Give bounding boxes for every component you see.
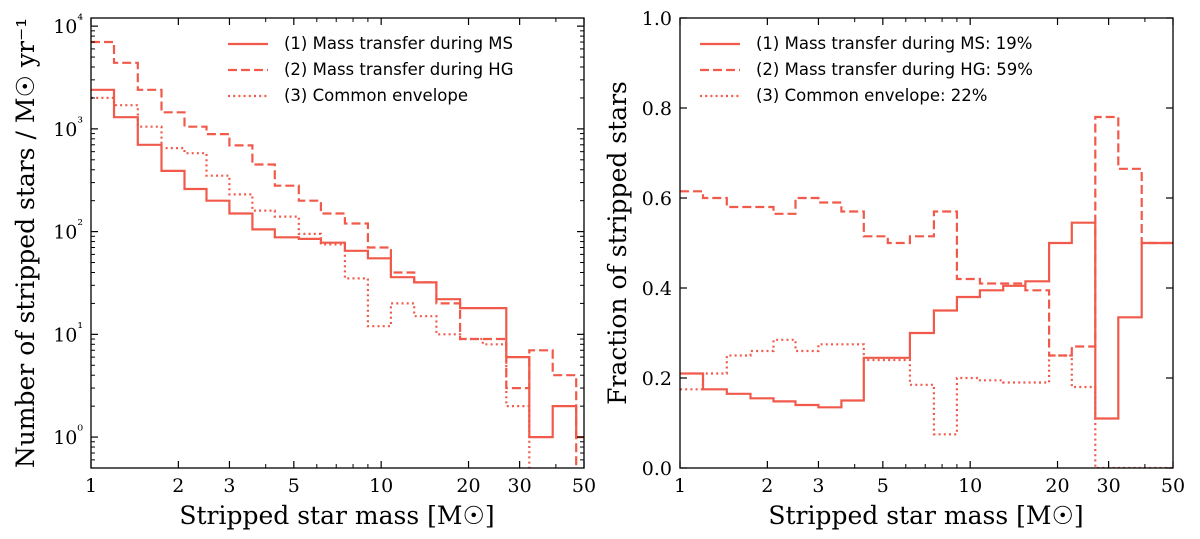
right-xtick-label: 10 (958, 475, 982, 497)
right-ytick-label: 0.0 (642, 458, 672, 480)
left-xtick-label: 30 (508, 475, 532, 497)
left-series-3-dotted (91, 96, 531, 468)
left-ytick-label: 10³ (53, 115, 83, 141)
left-ytick-label: 10⁴ (53, 12, 83, 38)
left-xtick-label: 1 (85, 475, 97, 497)
left-xtick-label: 10 (369, 475, 393, 497)
right-ytick-label: 0.2 (642, 368, 672, 390)
left-chart-legend: (1) Mass transfer during MS (2) Mass tran… (228, 34, 513, 105)
right-series-2-dashed (680, 115, 1173, 357)
left-series-2-dashed (91, 40, 578, 468)
right-series-1-solid (680, 221, 1173, 420)
left-chart-panel: 1 2 3 5 10 20 30 50 10⁰ 10¹ 10² 10³ 10⁴ (1) Mass tra… (11, 12, 596, 530)
right-xtick-label: 1 (674, 475, 686, 497)
right-ytick-label: 1.0 (642, 8, 672, 30)
right-chart-legend: (1) Mass transfer during MS: 19% (2) Mass… (700, 34, 1033, 105)
right-legend-label-1: (1) Mass transfer during MS: 19% (756, 34, 1032, 53)
right-legend-label-2: (2) Mass transfer during HG: 59% (756, 60, 1033, 79)
left-xtick-label: 2 (172, 475, 184, 497)
right-chart-frame (679, 17, 1174, 469)
left-xtick-label: 3 (223, 475, 235, 497)
right-series-3-dotted (680, 338, 1173, 468)
left-ytick-label: 10⁰ (53, 423, 83, 449)
right-chart-ylabel: Fraction of stripped stars (603, 81, 632, 405)
right-chart-series (680, 115, 1173, 468)
right-chart-panel: 1 2 3 5 10 20 30 50 0.0 0.2 0.4 0.6 0.8 1.0 (1) Mass … (603, 8, 1185, 530)
right-xtick-label: 50 (1161, 475, 1185, 497)
left-series-1-solid (91, 88, 584, 439)
right-ytick-label: 0.6 (642, 188, 672, 210)
left-chart-ticks: 1 2 3 5 10 20 30 50 10⁰ 10¹ 10² 10³ 10⁴ (53, 12, 596, 497)
right-xtick-label: 20 (1045, 475, 1069, 497)
left-legend-label-3: (3) Common envelope (284, 86, 468, 105)
right-xtick-label: 5 (877, 475, 889, 497)
left-xtick-label: 20 (456, 475, 480, 497)
right-chart-ticks: 1 2 3 5 10 20 30 50 0.0 0.2 0.4 0.6 0.8 1.0 (642, 8, 1185, 497)
left-ytick-label: 10¹ (53, 320, 83, 346)
left-ytick-label: 10² (53, 218, 83, 244)
right-ytick-label: 0.4 (642, 278, 672, 300)
right-xtick-label: 3 (812, 475, 824, 497)
right-ytick-label: 0.8 (642, 98, 672, 120)
left-chart-series (91, 40, 584, 468)
left-legend-label-2: (2) Mass transfer during HG (284, 60, 513, 79)
right-chart-xlabel: Stripped star mass [M☉] (768, 501, 1083, 530)
left-chart-ylabel: Number of stripped stars / M☉ yr⁻¹ (11, 18, 40, 468)
left-chart-xlabel: Stripped star mass [M☉] (179, 501, 494, 530)
right-legend-label-3: (3) Common envelope: 22% (756, 86, 987, 105)
right-xtick-label: 30 (1097, 475, 1121, 497)
left-legend-label-1: (1) Mass transfer during MS (284, 34, 513, 53)
left-xtick-label: 50 (572, 475, 596, 497)
left-xtick-label: 5 (288, 475, 300, 497)
left-chart-frame (90, 17, 585, 469)
right-xtick-label: 2 (761, 475, 773, 497)
